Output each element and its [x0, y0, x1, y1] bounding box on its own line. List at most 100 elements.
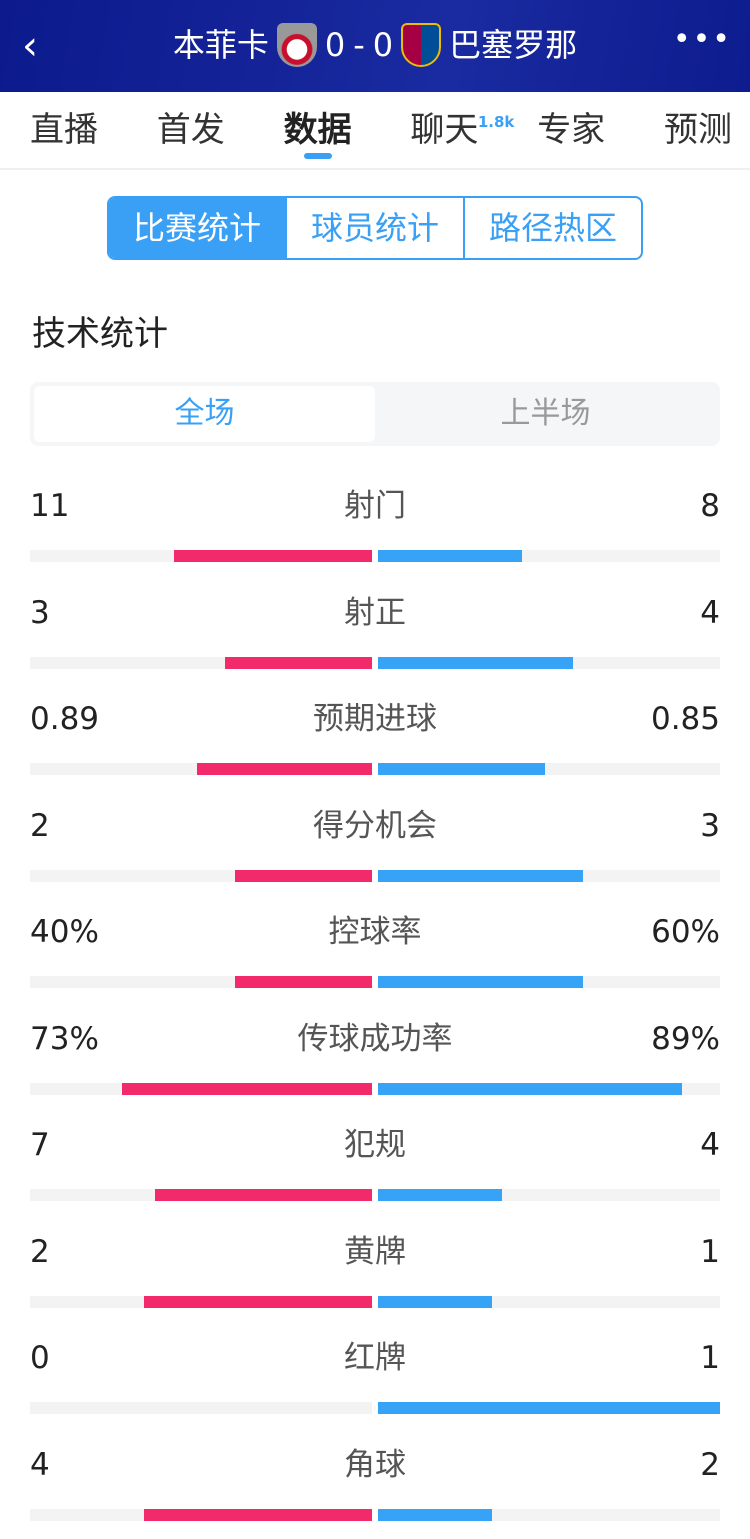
stat-label: 控球率	[0, 912, 750, 952]
away-value: 4	[700, 593, 720, 633]
segment-2[interactable]: 路径热区	[463, 198, 641, 258]
stat-label: 黄牌	[0, 1232, 750, 1272]
score-separator: -	[353, 20, 365, 70]
away-bar-track	[378, 1189, 720, 1201]
away-value: 1	[700, 1338, 720, 1378]
tab-5[interactable]: 预测	[664, 91, 732, 169]
home-bar-fill	[225, 657, 372, 669]
away-bar-fill	[378, 763, 545, 775]
stats-segment-control: 比赛统计球员统计路径热区	[107, 196, 643, 260]
away-bar-fill	[378, 550, 522, 562]
away-value: 2	[700, 1445, 720, 1485]
away-value: 0.85	[651, 699, 720, 739]
home-bar-track	[30, 870, 372, 882]
stat-label: 角球	[0, 1445, 750, 1485]
home-bar-fill	[235, 870, 372, 882]
tab-0[interactable]: 直播	[30, 91, 98, 169]
match-header: ‹ 本菲卡 0 - 0 巴塞罗那 •••	[0, 0, 750, 92]
away-value: 89%	[651, 1019, 720, 1059]
away-team-name: 巴塞罗那	[449, 20, 577, 70]
stat-label: 得分机会	[0, 806, 750, 846]
away-value: 60%	[651, 912, 720, 952]
stat-label: 犯规	[0, 1125, 750, 1165]
stat-label: 射门	[0, 486, 750, 526]
period-tab-0[interactable]: 全场	[34, 386, 375, 442]
tab-label: 首发	[157, 110, 225, 150]
home-bar-track	[30, 1083, 372, 1095]
home-bar-track	[30, 657, 372, 669]
away-bar-fill	[378, 1189, 502, 1201]
away-bar-track	[378, 1296, 720, 1308]
away-bar-fill	[378, 1083, 682, 1095]
tab-label: 数据	[284, 110, 352, 150]
away-bar-track	[378, 550, 720, 562]
tab-label: 聊天	[410, 110, 478, 150]
tab-label: 预测	[664, 110, 732, 150]
more-horizontal-icon[interactable]: •••	[673, 22, 732, 57]
section-title: 技术统计	[32, 306, 750, 356]
stat-label: 传球成功率	[0, 1019, 750, 1059]
away-bar-fill	[378, 1402, 720, 1414]
away-bar-fill	[378, 1296, 492, 1308]
away-bar-track	[378, 1509, 720, 1521]
stat-label: 射正	[0, 593, 750, 633]
home-score: 0	[325, 20, 345, 70]
away-value: 1	[700, 1232, 720, 1272]
home-bar-track	[30, 550, 372, 562]
barcelona-crest-icon	[401, 23, 441, 67]
tab-2[interactable]: 数据	[284, 91, 352, 169]
away-value: 8	[700, 486, 720, 526]
match-title: 本菲卡 0 - 0 巴塞罗那	[0, 20, 750, 70]
away-bar-fill	[378, 657, 573, 669]
home-bar-track	[30, 1402, 372, 1414]
home-bar-fill	[197, 763, 372, 775]
away-bar-track	[378, 763, 720, 775]
stat-label: 红牌	[0, 1338, 750, 1378]
period-tab-1[interactable]: 上半场	[375, 386, 716, 442]
stat-label: 预期进球	[0, 699, 750, 739]
tab-4[interactable]: 专家	[537, 91, 605, 169]
away-bar-track	[378, 1083, 720, 1095]
segment-0[interactable]: 比赛统计	[109, 198, 285, 258]
tab-label: 专家	[537, 110, 605, 150]
segment-1[interactable]: 球员统计	[285, 198, 463, 258]
away-bar-track	[378, 976, 720, 988]
home-bar-track	[30, 1296, 372, 1308]
benfica-crest-icon	[277, 23, 317, 67]
away-bar-track	[378, 870, 720, 882]
home-team-name: 本菲卡	[173, 20, 269, 70]
home-bar-fill	[144, 1509, 372, 1521]
away-bar-fill	[378, 976, 583, 988]
home-bar-track	[30, 763, 372, 775]
away-value: 4	[700, 1125, 720, 1165]
away-value: 3	[700, 806, 720, 846]
home-bar-track	[30, 1509, 372, 1521]
away-bar-track	[378, 657, 720, 669]
home-bar-track	[30, 976, 372, 988]
away-score: 0	[373, 20, 393, 70]
tab-1[interactable]: 首发	[157, 91, 225, 169]
away-bar-fill	[378, 1509, 492, 1521]
home-bar-fill	[235, 976, 372, 988]
away-bar-fill	[378, 870, 583, 882]
chat-count-badge: 1.8k	[478, 83, 515, 161]
period-switch: 全场上半场	[30, 382, 720, 446]
home-bar-track	[30, 1189, 372, 1201]
home-bar-fill	[144, 1296, 372, 1308]
home-bar-fill	[122, 1083, 372, 1095]
away-bar-track	[378, 1402, 720, 1414]
home-bar-fill	[174, 550, 372, 562]
